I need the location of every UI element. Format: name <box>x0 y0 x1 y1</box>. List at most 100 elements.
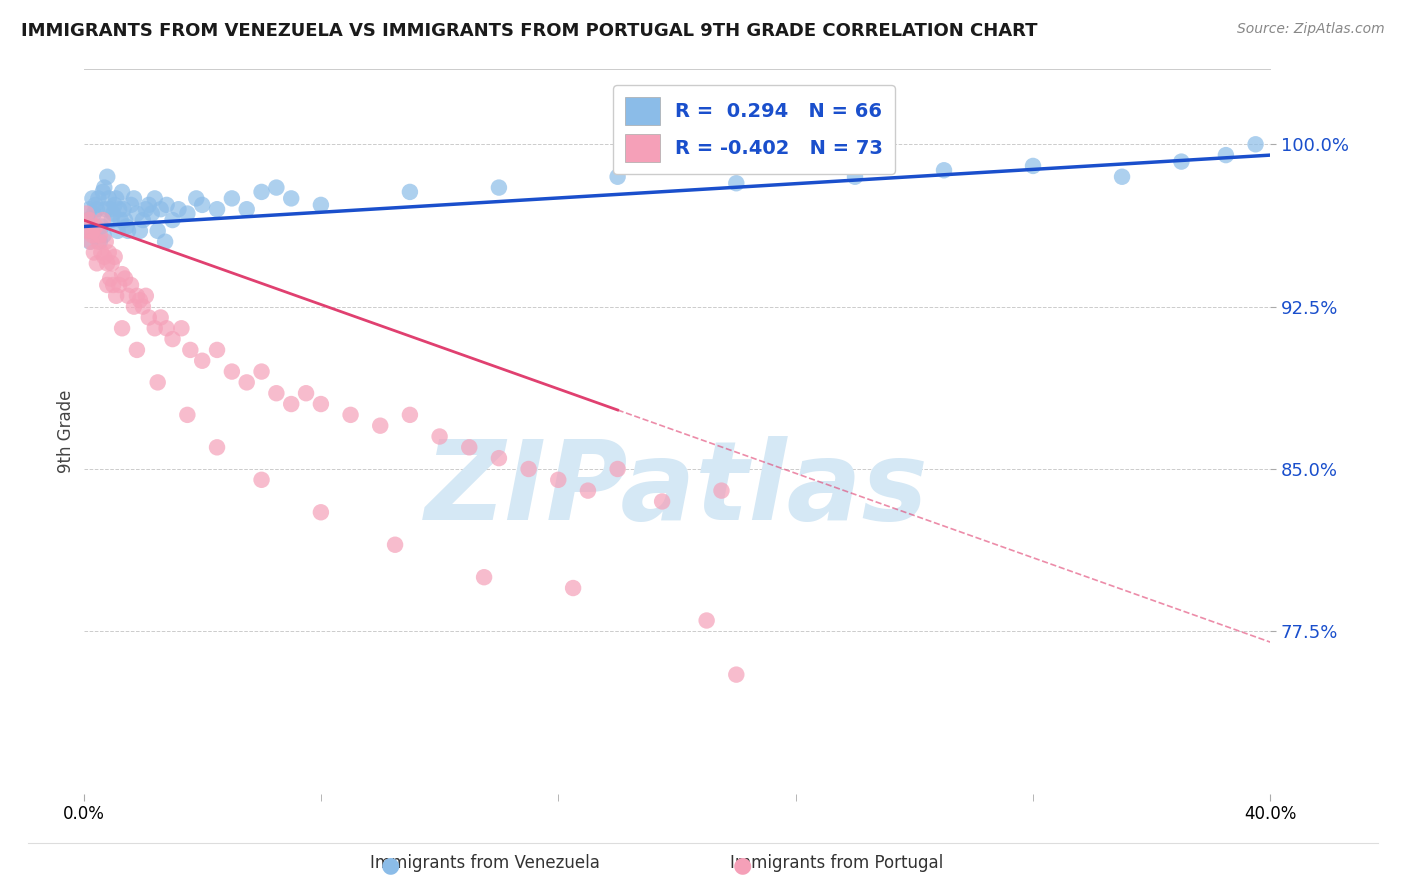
Point <box>562 581 585 595</box>
Point <box>82 228 104 243</box>
Point <box>932 163 955 178</box>
Point <box>125 289 148 303</box>
Text: Source: ZipAtlas.com: Source: ZipAtlas.com <box>1237 22 1385 37</box>
Point <box>110 213 132 227</box>
Point <box>176 206 198 220</box>
Point <box>143 321 166 335</box>
Point <box>280 397 302 411</box>
Point <box>176 408 198 422</box>
Point <box>120 277 142 292</box>
Point <box>96 256 118 270</box>
Point <box>162 213 184 227</box>
Point <box>83 206 105 220</box>
Point <box>844 169 866 184</box>
Point <box>91 185 114 199</box>
Point <box>170 321 193 335</box>
Point <box>77 224 100 238</box>
Point <box>517 462 540 476</box>
Point <box>112 202 135 217</box>
Point <box>651 494 673 508</box>
Point <box>128 224 150 238</box>
Point <box>86 202 108 217</box>
Point <box>80 224 103 238</box>
Point <box>153 235 176 249</box>
Point <box>266 386 288 401</box>
Point <box>128 293 150 307</box>
Point <box>696 614 718 628</box>
Point <box>399 185 422 199</box>
Text: Immigrants from Venezuela: Immigrants from Venezuela <box>370 855 600 872</box>
Point <box>79 235 101 249</box>
Point <box>93 228 115 243</box>
Point <box>104 250 127 264</box>
Point <box>221 365 243 379</box>
Point <box>86 256 108 270</box>
Text: ●: ● <box>381 855 401 875</box>
Point <box>143 191 166 205</box>
Point <box>250 365 273 379</box>
Point <box>122 300 145 314</box>
Point <box>117 224 139 238</box>
Point <box>108 277 131 292</box>
Text: ZIPatlas: ZIPatlas <box>425 435 929 542</box>
Point <box>725 667 748 681</box>
Point <box>107 224 129 238</box>
Point <box>429 429 451 443</box>
Point <box>725 176 748 190</box>
Point <box>250 185 273 199</box>
Point <box>458 440 481 454</box>
Point <box>368 418 391 433</box>
Point <box>221 191 243 205</box>
Point <box>96 169 118 184</box>
Point <box>205 202 228 217</box>
Point <box>97 191 120 205</box>
Point <box>105 191 128 205</box>
Point <box>547 473 569 487</box>
Point <box>149 202 172 217</box>
Point <box>114 271 136 285</box>
Point <box>98 271 121 285</box>
Point <box>135 289 157 303</box>
Point <box>250 473 273 487</box>
Point <box>1022 159 1045 173</box>
Point <box>1244 137 1267 152</box>
Point <box>117 289 139 303</box>
Point <box>135 202 157 217</box>
Point <box>472 570 495 584</box>
Point <box>108 202 131 217</box>
Point <box>191 198 214 212</box>
Point <box>114 213 136 227</box>
Point <box>105 289 128 303</box>
Point <box>155 321 177 335</box>
Point <box>149 310 172 325</box>
Point <box>79 202 101 217</box>
Point <box>97 245 120 260</box>
Point <box>100 213 122 227</box>
Point <box>98 202 121 217</box>
Point <box>80 235 103 249</box>
Point <box>295 386 318 401</box>
Point <box>96 277 118 292</box>
Point <box>186 191 208 205</box>
Point <box>76 206 98 220</box>
Point <box>111 321 134 335</box>
Point <box>83 245 105 260</box>
Point <box>309 505 332 519</box>
Point <box>384 538 406 552</box>
Point <box>87 235 110 249</box>
Point <box>90 219 112 234</box>
Point <box>710 483 733 498</box>
Point <box>89 228 111 243</box>
Point <box>93 180 115 194</box>
Point <box>162 332 184 346</box>
Point <box>235 376 257 390</box>
Point <box>179 343 201 357</box>
Point <box>103 206 125 220</box>
Point <box>309 397 332 411</box>
Point <box>205 440 228 454</box>
Point <box>111 267 134 281</box>
Text: IMMIGRANTS FROM VENEZUELA VS IMMIGRANTS FROM PORTUGAL 9TH GRADE CORRELATION CHAR: IMMIGRANTS FROM VENEZUELA VS IMMIGRANTS … <box>21 22 1038 40</box>
Point <box>122 191 145 205</box>
Point <box>606 462 628 476</box>
Point <box>1215 148 1237 162</box>
